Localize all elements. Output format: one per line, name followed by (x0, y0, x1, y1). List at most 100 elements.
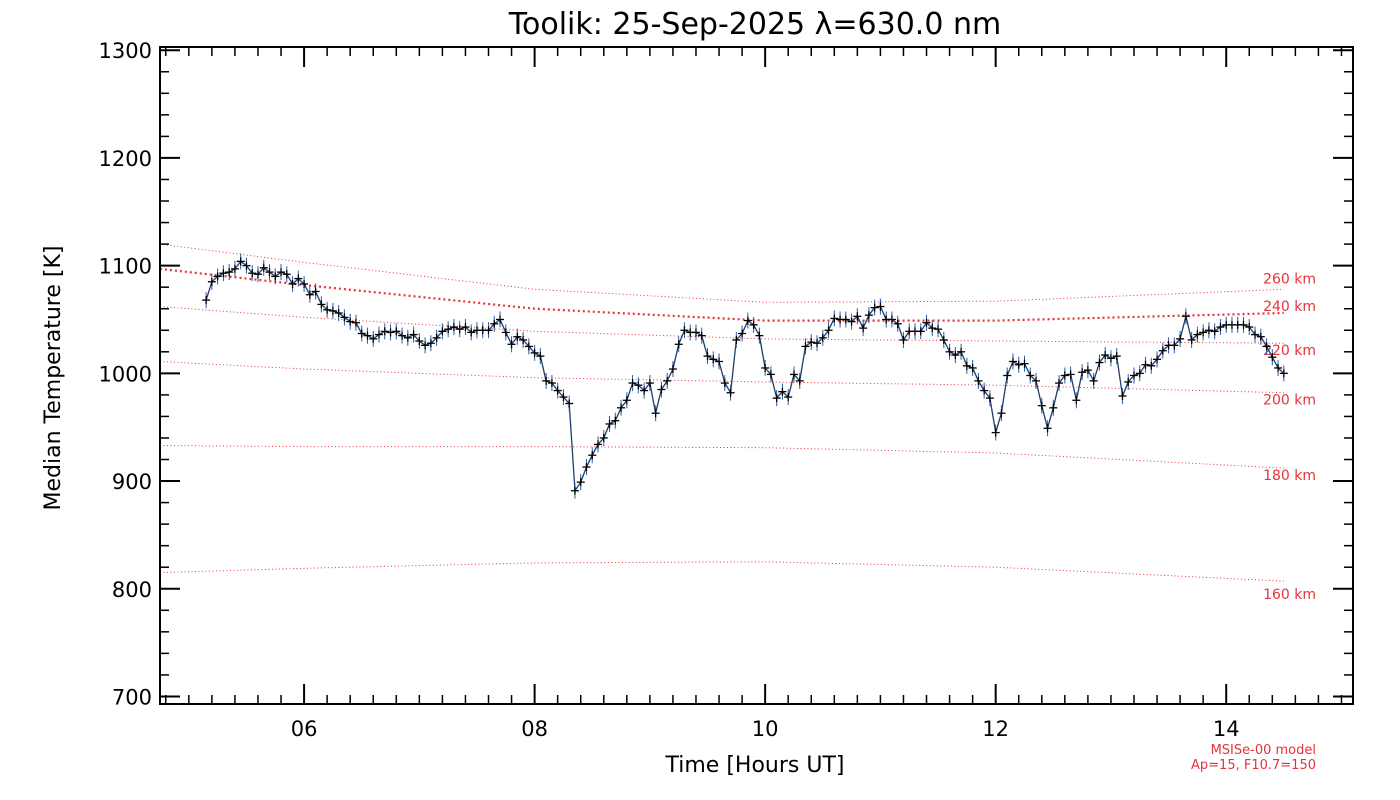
data-point (449, 319, 458, 336)
data-point (398, 327, 407, 344)
data-point (334, 305, 343, 322)
data-point (876, 298, 885, 315)
data-point (461, 319, 470, 336)
data-point (928, 320, 937, 337)
data-point (1251, 326, 1260, 343)
data-point (455, 321, 464, 338)
data-point (605, 415, 614, 432)
model-note-line-2: Ap=15, F10.7=150 (1191, 758, 1316, 773)
data-point (1216, 319, 1225, 336)
data-point (789, 366, 798, 383)
data-point (519, 331, 528, 348)
data-point (271, 268, 280, 285)
data-point (421, 337, 430, 354)
data-point (807, 334, 816, 351)
data-point (202, 292, 211, 309)
data-point (1147, 357, 1156, 374)
model-label-180-km: 180 km (1263, 468, 1316, 484)
data-point (1176, 330, 1185, 347)
data-point (801, 338, 810, 355)
data-point (403, 329, 412, 346)
data-point (1066, 366, 1075, 383)
y-tick-label: 1300 (99, 39, 152, 63)
data-point (230, 260, 239, 277)
data-series (202, 253, 1288, 499)
data-point (628, 375, 637, 392)
data-point (1112, 348, 1121, 365)
data-point (259, 259, 268, 276)
data-point (570, 482, 579, 499)
data-point (916, 323, 925, 340)
data-point (1060, 367, 1069, 384)
data-point (674, 336, 683, 353)
model-curve-200-km (159, 361, 1284, 394)
data-point (1274, 359, 1283, 376)
data-point (1101, 347, 1110, 364)
data-point (513, 328, 522, 345)
data-point (974, 372, 983, 389)
y-tick-label: 1200 (99, 147, 152, 171)
data-point (282, 266, 291, 283)
data-point (1020, 355, 1029, 372)
data-point (1106, 350, 1115, 367)
data-point (553, 382, 562, 399)
data-point (1181, 308, 1190, 325)
data-point (1049, 399, 1058, 416)
data-point (311, 283, 320, 300)
data-point (415, 333, 424, 350)
data-point (634, 377, 643, 394)
data-point (340, 309, 349, 326)
x-tick-label: 06 (291, 717, 318, 741)
data-point (945, 343, 954, 360)
data-point (467, 324, 476, 341)
data-point (542, 372, 551, 389)
data-point (772, 390, 781, 407)
data-point (444, 321, 453, 338)
data-point (1089, 372, 1098, 389)
data-point (720, 375, 729, 392)
data-point (576, 474, 585, 491)
data-point (294, 270, 303, 287)
data-point (1210, 323, 1219, 340)
x-tick-label: 10 (752, 717, 779, 741)
data-point (1170, 337, 1179, 354)
data-point (213, 268, 222, 285)
data-point (622, 392, 631, 409)
data-point (1072, 392, 1081, 409)
data-point (1245, 319, 1254, 336)
data-point (755, 327, 764, 344)
data-point (582, 459, 591, 476)
data-point (657, 381, 666, 398)
y-tick-label: 900 (112, 470, 152, 494)
data-point (743, 312, 752, 329)
y-tick-label: 1000 (99, 362, 152, 386)
data-point (859, 320, 868, 337)
data-point (853, 308, 862, 325)
data-point (1008, 353, 1017, 370)
data-point (507, 336, 516, 353)
data-point (524, 338, 533, 355)
data-point (380, 323, 389, 340)
data-point (749, 316, 758, 333)
data-point (784, 389, 793, 406)
data-point (715, 353, 724, 370)
data-point (611, 412, 620, 429)
data-point (300, 275, 309, 292)
data-point (813, 335, 822, 352)
data-point (392, 323, 401, 340)
data-point (588, 447, 597, 464)
y-tick-label: 1100 (99, 255, 152, 279)
model-curve-180-km (159, 445, 1284, 469)
data-point (501, 324, 510, 341)
plot-frame (159, 46, 1354, 705)
data-point (594, 436, 603, 453)
y-tick-label: 700 (112, 685, 152, 709)
data-point (997, 405, 1006, 422)
data-point (328, 302, 337, 319)
data-point (1262, 338, 1271, 355)
data-point (1187, 331, 1196, 348)
data-point (962, 357, 971, 374)
data-point (277, 264, 286, 281)
data-point (1026, 367, 1035, 384)
x-tick-label: 14 (1213, 717, 1240, 741)
